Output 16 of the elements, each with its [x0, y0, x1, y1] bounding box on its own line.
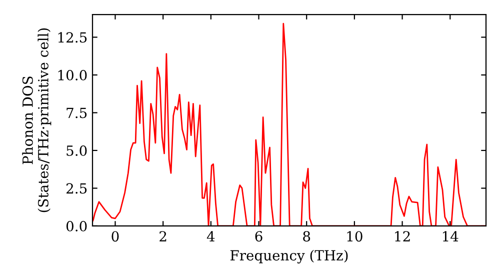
- x-tick-label: 14: [442, 231, 458, 242]
- x-tick-label: 10: [347, 231, 362, 242]
- y-tick-label: 7.5: [66, 108, 87, 118]
- y-axis-title: Phonon DOS (States/THz·primitive cell): [22, 28, 52, 212]
- y-tick-label: 5.0: [66, 145, 87, 156]
- x-tick-label: 6: [255, 231, 262, 242]
- y-tick-label: 12.5: [58, 32, 87, 43]
- x-tick-label: 2: [160, 231, 166, 242]
- x-axis-title: Frequency (THz): [230, 250, 348, 264]
- y-tick-label: 2.5: [66, 183, 87, 194]
- x-tick-label: 12: [395, 231, 410, 242]
- y-tick-label: 10.0: [58, 70, 87, 80]
- y-tick-label: 0.0: [66, 220, 87, 232]
- x-tick-label: 8: [303, 231, 310, 242]
- x-tick-label: 0: [112, 231, 119, 242]
- x-tick-label: 4: [206, 231, 215, 242]
